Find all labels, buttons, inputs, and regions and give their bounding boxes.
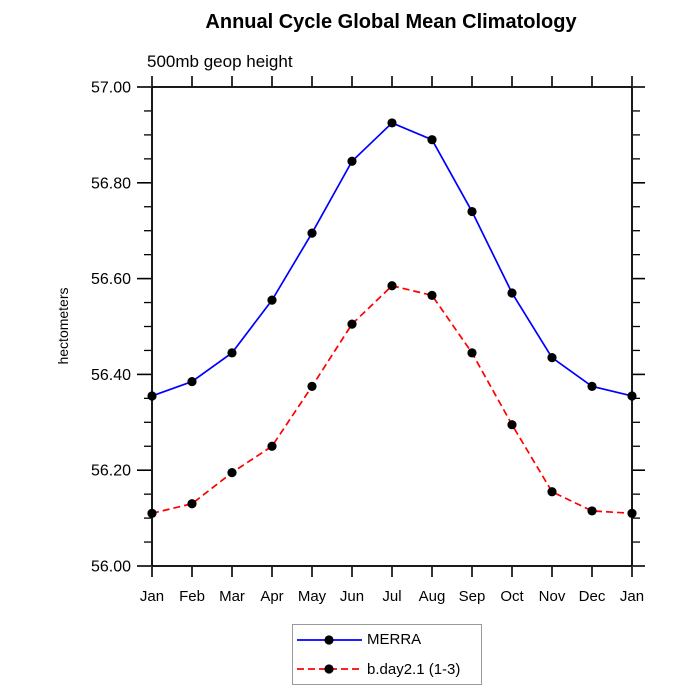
x-tick-label: Aug (419, 588, 446, 605)
x-tick-label: Feb (179, 588, 205, 605)
legend-line-sample (297, 635, 362, 645)
data-point-marker (587, 381, 597, 391)
x-tick-label: Nov (539, 588, 566, 605)
data-point-marker (507, 420, 517, 430)
data-point-marker (187, 376, 197, 387)
data-point-marker (347, 156, 357, 166)
data-point-marker (547, 353, 557, 363)
data-point-marker (467, 348, 477, 358)
data-point-marker (307, 228, 317, 238)
data-point-marker (307, 381, 317, 391)
legend-marker-icon (324, 664, 334, 674)
x-tick-label: Apr (260, 588, 283, 605)
data-point-marker (267, 441, 277, 451)
x-tick-label: Jan (620, 588, 644, 605)
data-point-marker (467, 206, 477, 217)
y-tick-label: 56.60 (91, 271, 131, 288)
data-point-marker (387, 118, 397, 128)
x-tick-label: Jan (140, 588, 164, 605)
data-point-marker (547, 487, 557, 497)
x-tick-label: May (298, 588, 327, 605)
chart-subtitle: 500mb geop height (147, 52, 293, 71)
data-point-marker (507, 288, 517, 298)
legend-item-label: MERRA (367, 631, 422, 649)
y-tick-label: 56.20 (91, 463, 131, 480)
y-tick-label: 56.40 (91, 367, 131, 384)
chart-title: Annual Cycle Global Mean Climatology (205, 11, 577, 33)
legend-item-label: b.day2.1 (1-3) (367, 660, 461, 678)
data-point-marker (147, 508, 157, 518)
data-point-marker (427, 135, 437, 145)
legend-item: b.day2.1 (1-3) (293, 656, 481, 682)
data-point-marker (627, 508, 637, 518)
y-tick-label: 57.00 (91, 80, 131, 97)
x-tick-label: Oct (500, 588, 524, 605)
data-point-marker (187, 499, 197, 509)
data-point-marker (627, 391, 637, 401)
series-line-0 (151, 121, 633, 397)
legend-line-sample (297, 664, 362, 674)
x-tick-label: Dec (579, 588, 606, 605)
x-tick-label: Sep (459, 588, 486, 605)
data-point-marker (227, 467, 237, 478)
data-point-marker (347, 319, 357, 329)
data-point-marker (587, 506, 597, 516)
series-line-1 (151, 284, 633, 515)
y-tick-label: 56.80 (91, 175, 131, 192)
data-point-marker (387, 281, 397, 291)
x-tick-label: Jul (382, 588, 401, 605)
data-point-marker (427, 290, 437, 300)
legend-marker-icon (324, 635, 334, 645)
legend-item: MERRA (293, 627, 481, 653)
data-point-marker (267, 295, 277, 305)
data-point-marker (147, 391, 157, 401)
plot-frame (151, 86, 633, 567)
legend: MERRA b.day2.1 (1-3) (292, 624, 482, 685)
x-tick-label: Mar (219, 588, 245, 605)
y-tick-label: 56.00 (91, 559, 131, 576)
data-point-marker (227, 348, 237, 358)
x-tick-label: Jun (340, 588, 364, 605)
